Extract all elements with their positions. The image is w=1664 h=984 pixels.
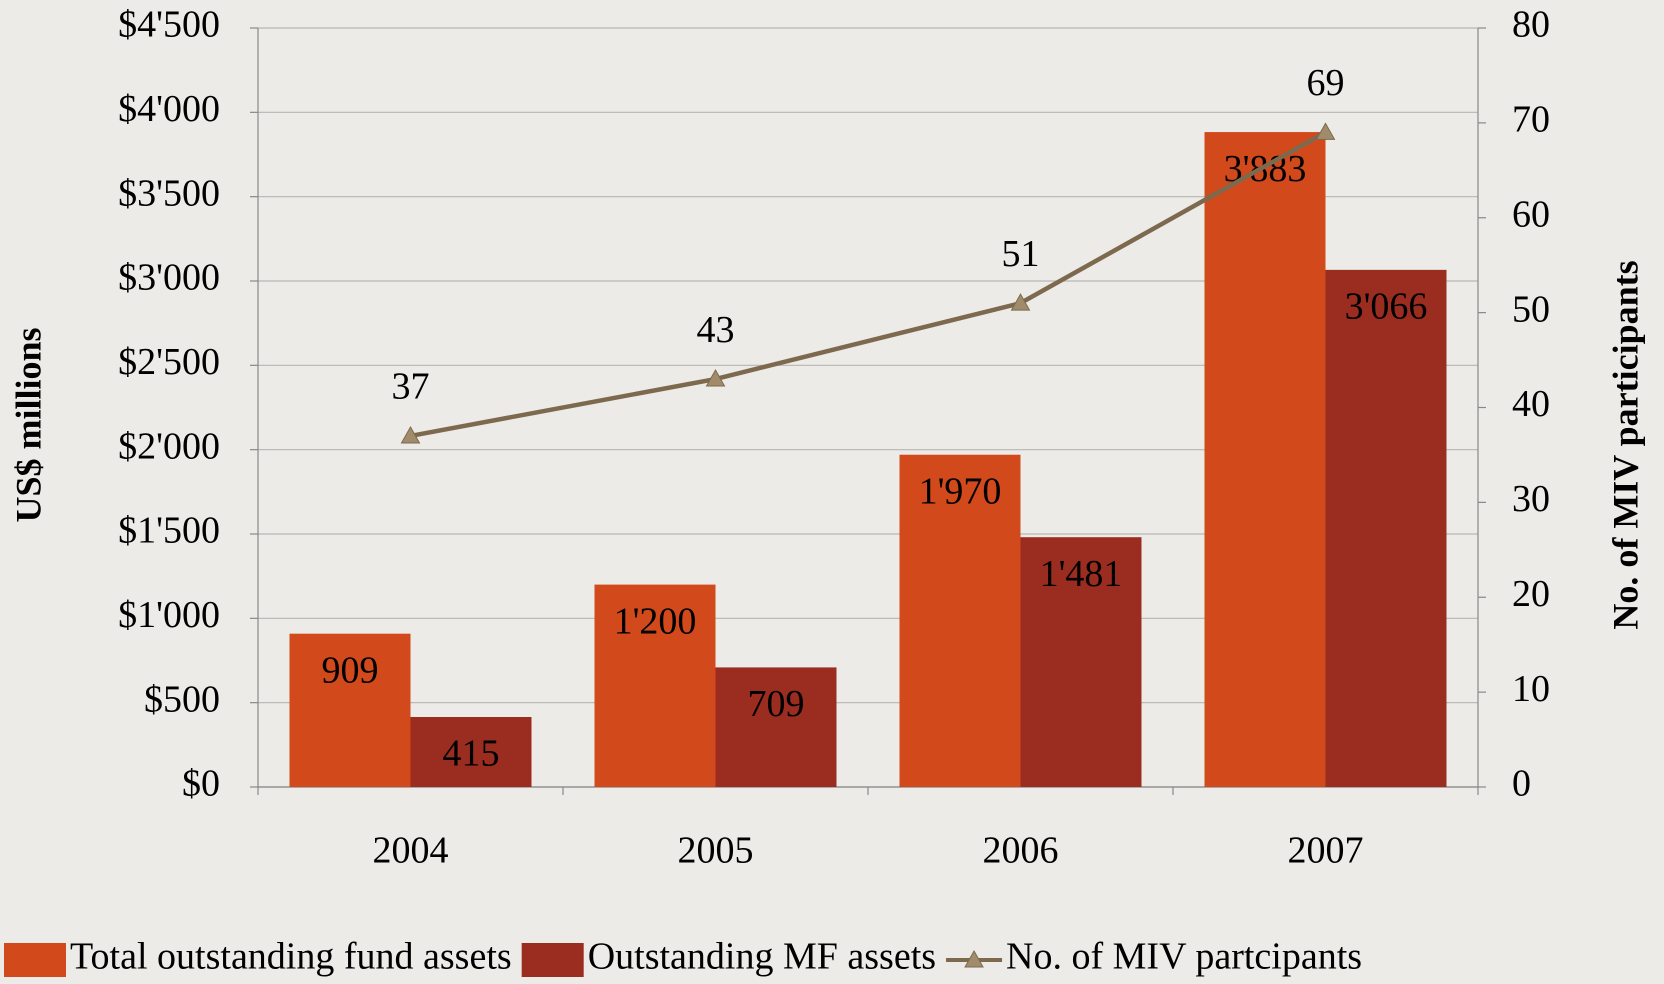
line-marker (1315, 122, 1336, 140)
y-tick-label: $2'500 (118, 341, 220, 383)
legend-swatch (4, 943, 66, 977)
y2-tick-label: 30 (1512, 478, 1550, 520)
y-tick-label: $0 (182, 763, 220, 805)
y2-axis-title: No. of MIV participants (1605, 260, 1645, 629)
bar-value-label: 709 (748, 683, 805, 725)
line-marker (705, 369, 726, 387)
y2-tick-label: 40 (1512, 383, 1550, 425)
y2-tick-label: 20 (1512, 573, 1550, 615)
legend-label: Total outstanding fund assets (70, 936, 512, 978)
bar-value-label: 1'200 (614, 600, 697, 642)
legend-label: No. of MIV partcipants (1006, 936, 1362, 978)
line-value-label: 43 (697, 309, 735, 351)
y2-tick-label: 80 (1512, 4, 1550, 46)
y-tick-label: $500 (144, 678, 220, 720)
bar (1020, 537, 1142, 787)
line-marker (1010, 293, 1031, 311)
y-tick-label: $3'500 (118, 172, 220, 214)
bar-value-label: 3'066 (1345, 286, 1428, 328)
bar (1325, 269, 1447, 787)
y2-tick-label: 50 (1512, 288, 1550, 330)
line-value-label: 69 (1307, 62, 1345, 104)
y2-tick-label: 10 (1512, 668, 1550, 710)
legend-label: Outstanding MF assets (588, 936, 936, 978)
x-tick-label: 2004 (373, 830, 449, 872)
bar-value-label: 1'481 (1040, 553, 1123, 595)
legend-marker (964, 949, 984, 968)
legend-swatch (521, 943, 584, 977)
bar (289, 633, 411, 787)
y2-tick-label: 60 (1512, 193, 1550, 235)
bar (1204, 132, 1326, 788)
x-tick-label: 2005 (678, 830, 754, 872)
bar-value-label: 909 (322, 649, 379, 691)
y2-tick-label: 70 (1512, 99, 1550, 141)
line-marker (400, 425, 421, 444)
bar (715, 667, 837, 787)
bar (594, 584, 716, 787)
y-tick-label: $1'000 (118, 594, 220, 636)
y-tick-label: $4'500 (118, 4, 220, 46)
y-tick-label: $1'500 (118, 510, 220, 552)
y2-tick-label: 0 (1512, 763, 1531, 805)
y-tick-label: $4'000 (118, 88, 220, 130)
x-tick-label: 2007 (1288, 830, 1364, 872)
y-tick-label: $3'000 (118, 257, 220, 299)
bar (410, 717, 532, 787)
line (410, 130, 1327, 439)
bar-value-label: 1'970 (919, 470, 1002, 512)
line-value-label: 51 (1002, 233, 1040, 275)
y-tick-label: $2'000 (118, 425, 220, 467)
bar-value-label: 415 (443, 733, 500, 775)
x-tick-label: 2006 (983, 830, 1059, 872)
y-axis-title: US$ millions (8, 327, 48, 522)
line-value-label: 37 (392, 366, 430, 408)
bar (899, 454, 1021, 787)
